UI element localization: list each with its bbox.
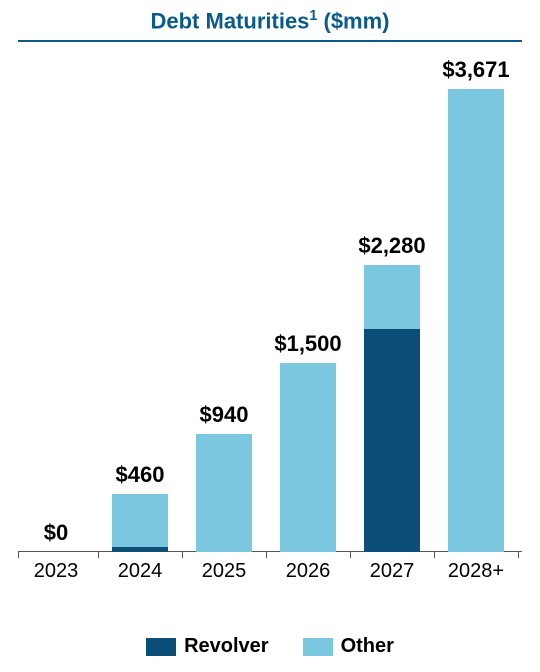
bar-stack	[448, 89, 504, 552]
bar-segment-revolver	[364, 329, 420, 552]
bar-segment-other	[448, 89, 504, 552]
bar-stack	[280, 363, 336, 552]
x-axis-tick	[518, 552, 519, 558]
x-axis-label: 2028+	[420, 530, 532, 583]
x-axis-tick	[98, 552, 99, 558]
title-rule	[18, 40, 522, 42]
bar-value-label: $460	[95, 462, 185, 488]
chart-title: Debt Maturities1 ($mm)	[0, 0, 540, 40]
bar-value-label: $940	[179, 402, 269, 428]
legend-item-other: Other	[303, 635, 394, 658]
bar-2026: $1,5002026	[280, 60, 336, 552]
x-axis-tick	[266, 552, 267, 558]
legend-label: Revolver	[184, 635, 269, 658]
bar-2024: $4602024	[112, 60, 168, 552]
bar-stack	[364, 265, 420, 553]
plot-area: $02023 $4602024 $9402025 $1,5002026 $2,28020…	[18, 60, 522, 580]
x-axis-tick	[18, 552, 19, 558]
legend-swatch-other	[303, 638, 333, 656]
bar-2028plus: $3,6712028+	[448, 60, 504, 552]
x-axis-tick	[350, 552, 351, 558]
bar-segment-other	[364, 265, 420, 329]
bar-value-label: $2,280	[347, 233, 437, 259]
bar-segment-other	[280, 363, 336, 552]
bar-2027: $2,2802027	[364, 60, 420, 552]
chart-container: Debt Maturities1 ($mm) $02023 $4602024 $94…	[0, 0, 540, 672]
legend-item-revolver: Revolver	[146, 635, 269, 658]
x-axis-tick	[434, 552, 435, 558]
bar-2025: $9402025	[196, 60, 252, 552]
x-axis-tick	[182, 552, 183, 558]
chart-title-suffix: ($mm)	[317, 8, 389, 33]
legend: Revolver Other	[0, 635, 540, 658]
chart-title-prefix: Debt Maturities	[151, 8, 310, 33]
bar-2023: $02023	[28, 60, 84, 552]
legend-label: Other	[341, 635, 394, 658]
bar-value-label: $3,671	[431, 57, 521, 83]
legend-swatch-revolver	[146, 638, 176, 656]
bar-value-label: $1,500	[263, 331, 353, 357]
